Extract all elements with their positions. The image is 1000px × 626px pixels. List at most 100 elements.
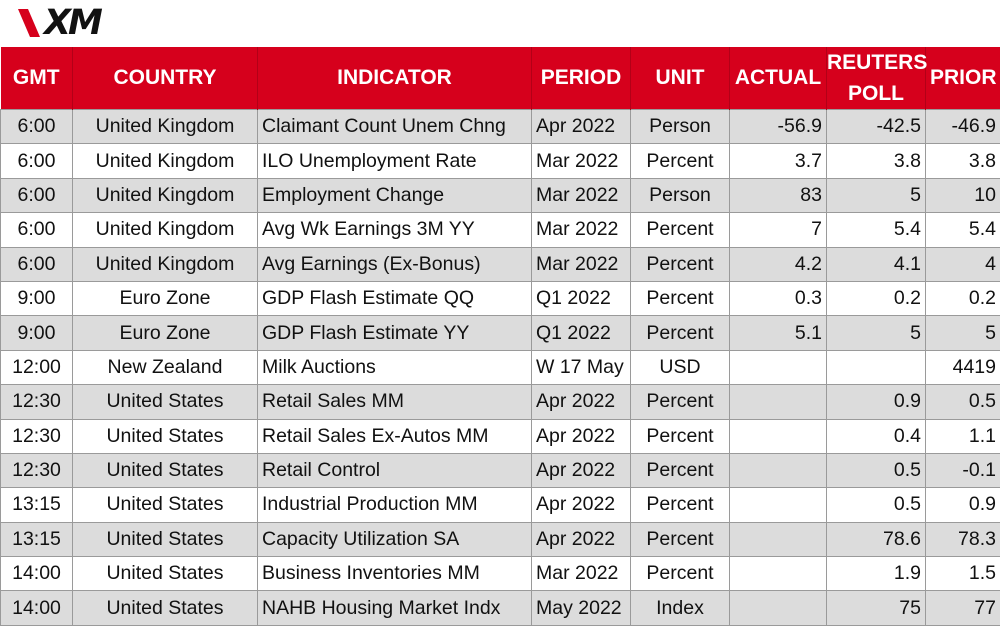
cell-gmt: 6:00 — [1, 178, 73, 212]
cell-country: United States — [73, 385, 258, 419]
cell-gmt: 14:00 — [1, 557, 73, 591]
header-country: COUNTRY — [73, 47, 258, 110]
cell-country: United Kingdom — [73, 178, 258, 212]
cell-period: Apr 2022 — [532, 110, 631, 144]
cell-actual — [730, 591, 827, 625]
cell-actual — [730, 419, 827, 453]
header-reuters-poll-line2: POLL — [827, 78, 925, 109]
cell-country: United Kingdom — [73, 247, 258, 281]
cell-gmt: 6:00 — [1, 110, 73, 144]
cell-prior: 78.3 — [926, 522, 1000, 556]
cell-reuters-poll: 3.8 — [827, 144, 926, 178]
table-header-row: GMT COUNTRY INDICATOR PERIOD UNIT ACTUAL… — [1, 47, 1000, 110]
cell-country: United States — [73, 453, 258, 487]
cell-unit: Percent — [631, 144, 730, 178]
cell-indicator: Employment Change — [258, 178, 532, 212]
cell-period: Mar 2022 — [532, 178, 631, 212]
cell-prior: 10 — [926, 178, 1000, 212]
cell-actual: 3.7 — [730, 144, 827, 178]
header-indicator: INDICATOR — [258, 47, 532, 110]
cell-actual — [730, 522, 827, 556]
header-bar: XM — [0, 0, 1000, 47]
cell-unit: Person — [631, 178, 730, 212]
cell-reuters-poll: 5.4 — [827, 213, 926, 247]
header-reuters-poll: REUTERS POLL — [827, 47, 926, 110]
cell-prior: 3.8 — [926, 144, 1000, 178]
cell-gmt: 12:00 — [1, 350, 73, 384]
cell-period: Q1 2022 — [532, 316, 631, 350]
cell-reuters-poll: 0.4 — [827, 419, 926, 453]
cell-country: United States — [73, 557, 258, 591]
cell-indicator: Milk Auctions — [258, 350, 532, 384]
cell-indicator: Avg Wk Earnings 3M YY — [258, 213, 532, 247]
cell-period: May 2022 — [532, 591, 631, 625]
header-reuters-poll-line1: REUTERS — [827, 47, 925, 78]
cell-actual — [730, 557, 827, 591]
cell-actual — [730, 488, 827, 522]
cell-period: Mar 2022 — [532, 557, 631, 591]
cell-country: United Kingdom — [73, 213, 258, 247]
cell-unit: Person — [631, 110, 730, 144]
cell-country: United Kingdom — [73, 110, 258, 144]
cell-indicator: Retail Sales MM — [258, 385, 532, 419]
cell-indicator: Industrial Production MM — [258, 488, 532, 522]
cell-gmt: 6:00 — [1, 247, 73, 281]
cell-gmt: 9:00 — [1, 281, 73, 315]
cell-actual: 4.2 — [730, 247, 827, 281]
cell-gmt: 13:15 — [1, 522, 73, 556]
cell-indicator: NAHB Housing Market Indx — [258, 591, 532, 625]
cell-country: United States — [73, 522, 258, 556]
cell-gmt: 12:30 — [1, 419, 73, 453]
cell-gmt: 12:30 — [1, 385, 73, 419]
cell-reuters-poll: 0.2 — [827, 281, 926, 315]
cell-indicator: GDP Flash Estimate QQ — [258, 281, 532, 315]
cell-unit: Percent — [631, 213, 730, 247]
cell-actual: 7 — [730, 213, 827, 247]
cell-period: Apr 2022 — [532, 488, 631, 522]
cell-period: Mar 2022 — [532, 144, 631, 178]
cell-reuters-poll: 5 — [827, 178, 926, 212]
cell-country: United States — [73, 419, 258, 453]
logo-text: XM — [44, 1, 100, 45]
cell-indicator: Retail Control — [258, 453, 532, 487]
cell-prior: 0.2 — [926, 281, 1000, 315]
cell-prior: 1.5 — [926, 557, 1000, 591]
economic-calendar-table: GMT COUNTRY INDICATOR PERIOD UNIT ACTUAL… — [0, 47, 1000, 626]
cell-actual — [730, 385, 827, 419]
cell-country: Euro Zone — [73, 316, 258, 350]
cell-reuters-poll — [827, 350, 926, 384]
cell-country: United States — [73, 591, 258, 625]
header-actual: ACTUAL — [730, 47, 827, 110]
cell-period: Q1 2022 — [532, 281, 631, 315]
cell-period: W 17 May — [532, 350, 631, 384]
cell-gmt: 9:00 — [1, 316, 73, 350]
cell-period: Mar 2022 — [532, 213, 631, 247]
cell-unit: Percent — [631, 453, 730, 487]
cell-unit: Index — [631, 591, 730, 625]
header-period: PERIOD — [532, 47, 631, 110]
cell-prior: -0.1 — [926, 453, 1000, 487]
cell-reuters-poll: 0.9 — [827, 385, 926, 419]
cell-actual: 83 — [730, 178, 827, 212]
cell-indicator: ILO Unemployment Rate — [258, 144, 532, 178]
cell-unit: Percent — [631, 316, 730, 350]
cell-gmt: 13:15 — [1, 488, 73, 522]
cell-reuters-poll: 0.5 — [827, 453, 926, 487]
cell-indicator: Retail Sales Ex-Autos MM — [258, 419, 532, 453]
cell-unit: Percent — [631, 419, 730, 453]
cell-actual: 5.1 — [730, 316, 827, 350]
cell-actual: -56.9 — [730, 110, 827, 144]
cell-indicator: Claimant Count Unem Chng — [258, 110, 532, 144]
cell-prior: 4419 — [926, 350, 1000, 384]
cell-prior: 0.5 — [926, 385, 1000, 419]
cell-period: Apr 2022 — [532, 419, 631, 453]
cell-gmt: 12:30 — [1, 453, 73, 487]
cell-prior: 0.9 — [926, 488, 1000, 522]
